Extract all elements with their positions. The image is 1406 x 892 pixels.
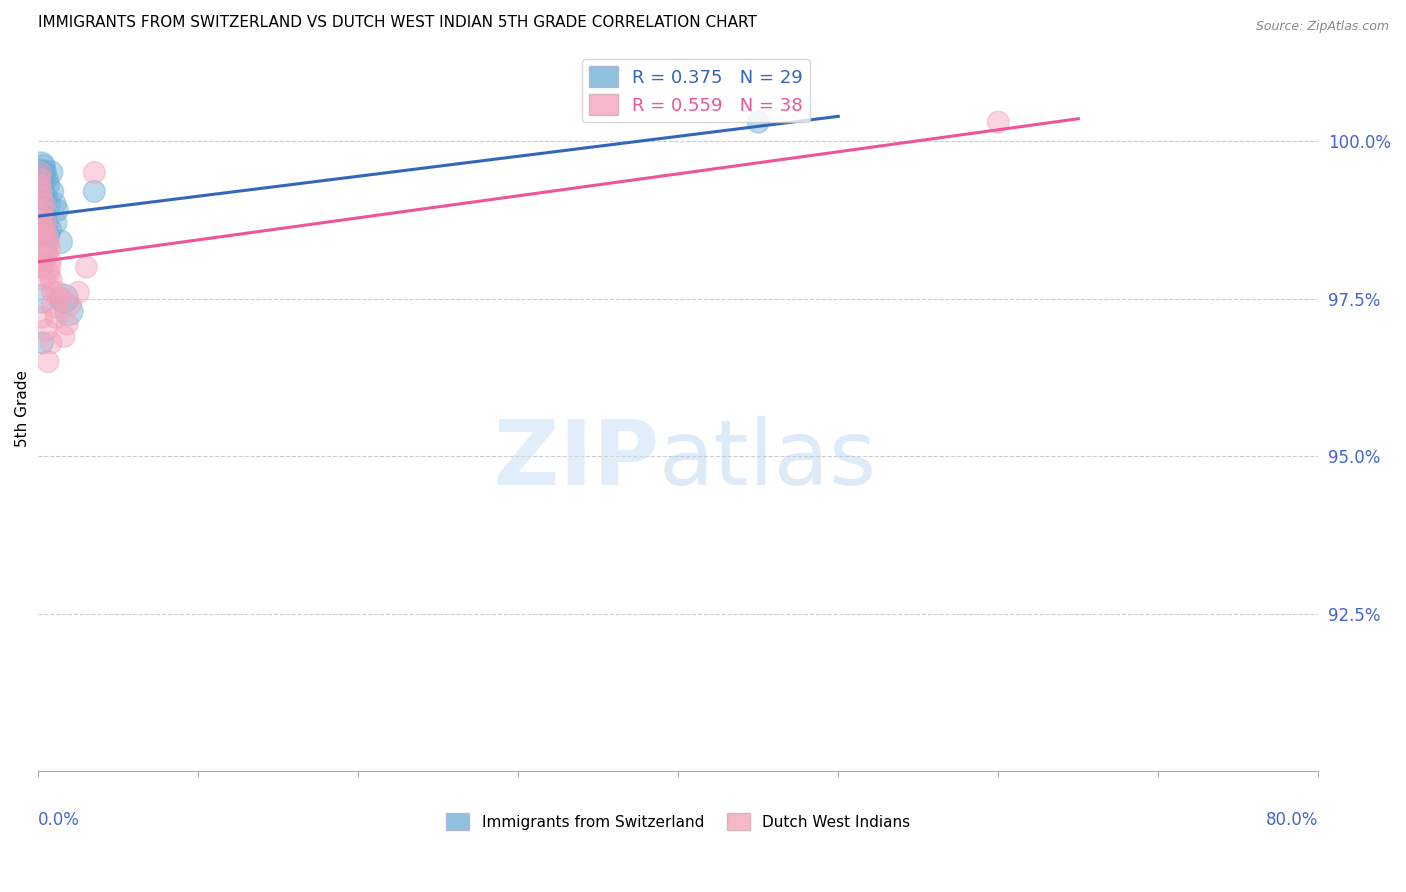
Point <box>35 171 58 186</box>
Point <box>83 165 105 179</box>
Point <box>31 165 53 179</box>
Point <box>37 228 59 243</box>
Point <box>46 203 69 218</box>
Point <box>37 178 59 193</box>
Point <box>38 241 60 255</box>
Point <box>31 203 53 218</box>
Point <box>39 253 62 268</box>
Point <box>34 235 56 249</box>
Point <box>35 247 58 261</box>
Point <box>34 165 56 179</box>
Point <box>39 165 62 179</box>
Point <box>32 228 55 243</box>
Point <box>39 273 62 287</box>
Point <box>37 216 59 230</box>
Point <box>31 335 53 350</box>
Point <box>39 335 62 350</box>
Point <box>67 285 90 300</box>
Point <box>987 115 1010 129</box>
Point <box>38 266 60 280</box>
Text: 80.0%: 80.0% <box>1265 811 1319 830</box>
Point <box>37 260 59 274</box>
Text: Source: ZipAtlas.com: Source: ZipAtlas.com <box>1256 20 1389 33</box>
Point <box>28 178 51 193</box>
Point <box>28 178 51 193</box>
Point <box>30 210 52 224</box>
Point <box>28 171 51 186</box>
Point <box>32 185 55 199</box>
Text: atlas: atlas <box>659 416 877 504</box>
Point <box>30 165 52 179</box>
Point <box>38 197 60 211</box>
Point <box>46 285 69 300</box>
Point <box>30 159 52 173</box>
Point <box>39 222 62 236</box>
Point <box>56 317 79 331</box>
Point <box>42 285 65 300</box>
Point <box>52 292 75 306</box>
Point <box>42 185 65 199</box>
Point <box>30 260 52 274</box>
Point <box>44 298 66 312</box>
Point <box>31 191 53 205</box>
Point <box>58 304 80 318</box>
Y-axis label: 5th Grade: 5th Grade <box>15 370 30 448</box>
Point <box>31 171 53 186</box>
Point <box>31 216 53 230</box>
Point <box>35 323 58 337</box>
Point <box>32 165 55 179</box>
Point <box>34 210 56 224</box>
Point <box>31 310 53 325</box>
Point <box>59 298 82 312</box>
Point <box>49 235 72 249</box>
Point <box>34 273 56 287</box>
Point <box>32 197 55 211</box>
Point <box>32 159 55 173</box>
Point <box>30 185 52 199</box>
Point <box>30 247 52 261</box>
Legend: Immigrants from Switzerland, Dutch West Indians: Immigrants from Switzerland, Dutch West … <box>440 807 917 836</box>
Point <box>38 228 60 243</box>
Point <box>31 292 53 306</box>
Point <box>34 216 56 230</box>
Text: 0.0%: 0.0% <box>38 811 80 830</box>
Point <box>747 115 769 129</box>
Point <box>83 185 105 199</box>
Point <box>75 260 97 274</box>
Text: IMMIGRANTS FROM SWITZERLAND VS DUTCH WEST INDIAN 5TH GRADE CORRELATION CHART: IMMIGRANTS FROM SWITZERLAND VS DUTCH WES… <box>38 15 758 30</box>
Point <box>44 197 66 211</box>
Point <box>37 354 59 368</box>
Point <box>45 310 67 325</box>
Point <box>45 216 67 230</box>
Point <box>49 292 72 306</box>
Point <box>35 191 58 205</box>
Point <box>32 222 55 236</box>
Text: ZIP: ZIP <box>494 416 659 504</box>
Point <box>52 329 75 343</box>
